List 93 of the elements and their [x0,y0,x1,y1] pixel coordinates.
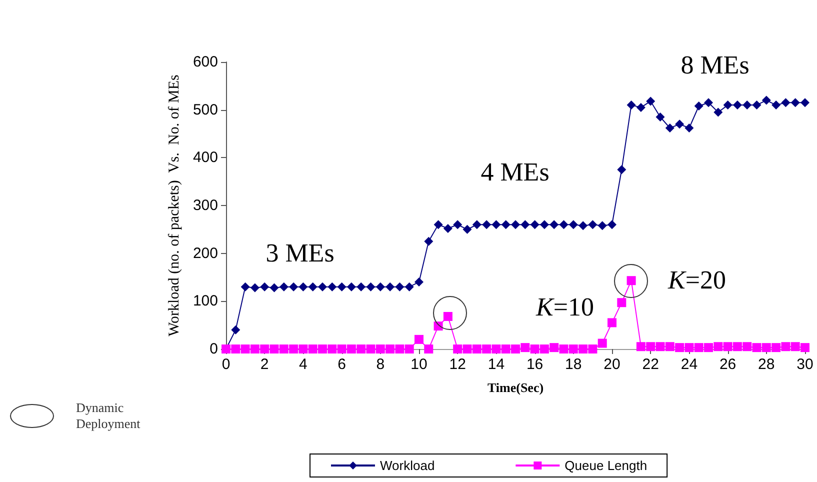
annotation: 4 MEs [480,158,550,186]
point [376,282,385,292]
point [240,282,250,292]
point [366,282,376,292]
point [404,282,414,292]
y-tick-label: 400 [192,149,218,166]
point [453,220,462,230]
point [279,282,288,292]
x-tick-label: 16 [526,356,544,373]
annotation: 8 MEs [680,50,750,80]
legend-label: Workload [380,458,435,473]
point [742,100,752,110]
annotation: K=10 [534,292,594,322]
point [492,220,501,230]
point [520,220,530,230]
point [608,220,616,230]
point [501,220,510,230]
point [231,325,240,334]
x-tick-label: 8 [376,356,385,373]
annotation: 3 MEs [266,238,334,268]
point [646,96,656,106]
point [704,98,713,108]
y-tick-label: 600 [192,54,218,70]
point [472,220,482,230]
point [714,108,723,117]
point [568,220,578,230]
x-tick-label: 14 [488,356,505,373]
point [781,98,790,108]
legend-label: Queue Length [564,458,648,473]
point [530,220,540,230]
x-tick-label: 2 [260,356,269,373]
point [752,100,762,110]
x-tick-label: 10 [410,356,428,373]
x-tick-label: 0 [222,356,230,373]
point [386,282,395,292]
point [790,98,800,108]
x-tick-label: 12 [449,356,466,373]
point [675,120,684,129]
point [482,220,492,230]
point [346,282,356,292]
point [289,282,298,292]
point [550,220,559,230]
y-tick-label: 200 [192,244,218,262]
x-tick-label: 24 [680,356,698,373]
point [298,282,308,292]
point [694,102,704,111]
point [626,100,636,110]
point [270,283,279,292]
y-tick-label: 100 [192,292,218,310]
x-tick-label: 26 [719,356,736,373]
point [328,282,337,292]
point [578,221,588,230]
y-tick-label: 300 [192,197,218,214]
point [800,98,810,108]
point [636,102,646,112]
point [308,282,318,292]
point [395,282,404,292]
point [414,278,424,287]
annotation: K=20 [666,266,726,294]
y-tick-label: 500 [192,101,218,118]
point [656,112,665,122]
x-tick-label: 18 [565,356,582,373]
y-axis-title: Workload (no. of packets) Vs. No. of MEs [166,74,183,336]
x-axis-title: Time(Sec) [487,380,544,395]
point [540,220,549,230]
point [260,282,270,292]
point [772,100,781,110]
point [443,224,452,233]
x-tick-label: 6 [338,356,346,373]
point [424,236,434,246]
x-tick-label: 20 [604,356,620,373]
point [559,220,568,230]
point [434,220,443,230]
point [250,283,260,292]
point [511,220,520,230]
y-tick-label: 0 [210,340,218,358]
point [598,221,607,230]
x-tick-label: 4 [299,356,308,373]
point [617,165,626,174]
point [684,124,694,133]
point [462,224,472,234]
point [665,124,674,133]
point [588,220,598,230]
point [723,100,732,110]
x-tick-label: 28 [758,356,775,373]
point [732,100,742,110]
point [762,96,771,105]
point [318,282,327,292]
point [337,282,346,292]
text: Dynamic Deployment [76,400,142,432]
point [356,282,366,292]
x-tick-label: 22 [642,356,659,373]
x-tick-label: 30 [796,356,814,373]
